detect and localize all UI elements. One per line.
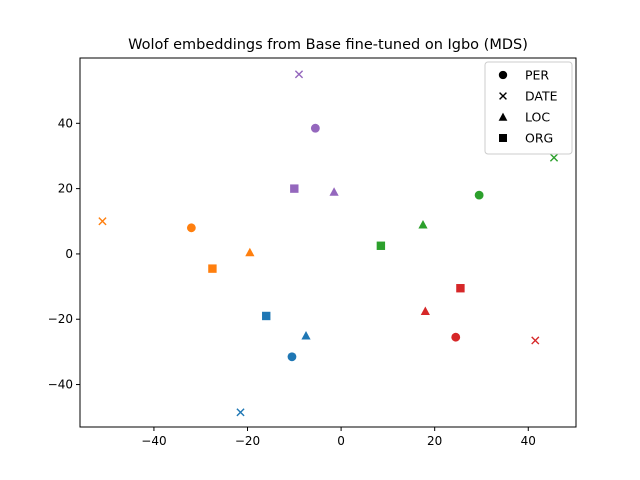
data-point-square — [208, 264, 217, 273]
axis-ticks: −40 −20 0 20 40 −40 −20 0 20 40 — [48, 116, 536, 448]
y-tick-label: −20 — [48, 312, 73, 326]
y-tick-label: −40 — [48, 378, 73, 392]
data-point-x — [294, 70, 304, 79]
legend-marker-circle — [498, 70, 508, 80]
data-point-square — [456, 284, 465, 293]
data-point-x — [236, 408, 245, 417]
data-point-x — [549, 153, 559, 162]
y-tick-label: 20 — [58, 182, 73, 196]
x-tick-label: 0 — [337, 434, 345, 448]
data-point-circle — [186, 223, 196, 233]
data-point-square — [376, 241, 386, 250]
data-point-triangle — [418, 219, 428, 229]
x-tick-label: 20 — [427, 434, 442, 448]
x-tick-label: −40 — [141, 434, 166, 448]
legend-label: DATE — [525, 89, 558, 104]
legend: PER DATE LOC ORG — [484, 61, 573, 155]
x-tick-label: −20 — [235, 434, 260, 448]
plot-frame — [79, 57, 577, 428]
legend-marker-square — [499, 134, 507, 142]
legend-box — [484, 61, 573, 155]
legend-label: PER — [525, 68, 549, 83]
data-point-circle — [451, 332, 461, 342]
data-point-x — [98, 217, 107, 226]
data-point-x — [531, 336, 540, 345]
y-tick-label: 40 — [58, 116, 73, 130]
chart-title: Wolof embeddings from Base fine-tuned on… — [128, 37, 528, 53]
data-point-triangle — [245, 247, 255, 257]
data-point-triangle — [301, 330, 311, 340]
data-point-circle — [310, 123, 320, 133]
x-tick-label: 40 — [521, 434, 536, 448]
data-point-triangle — [329, 187, 339, 196]
data-point-circle — [474, 190, 484, 200]
y-tick-label: 0 — [65, 247, 73, 261]
data-point-circle — [287, 352, 297, 362]
legend-marker-triangle — [498, 112, 508, 121]
data-point-square — [262, 311, 271, 321]
data-point-square — [290, 184, 299, 193]
data-point-triangle — [420, 306, 430, 315]
legend-marker-x — [499, 92, 507, 100]
legend-label: ORG — [525, 131, 553, 146]
data-points — [98, 70, 559, 417]
legend-label: LOC — [525, 110, 550, 125]
